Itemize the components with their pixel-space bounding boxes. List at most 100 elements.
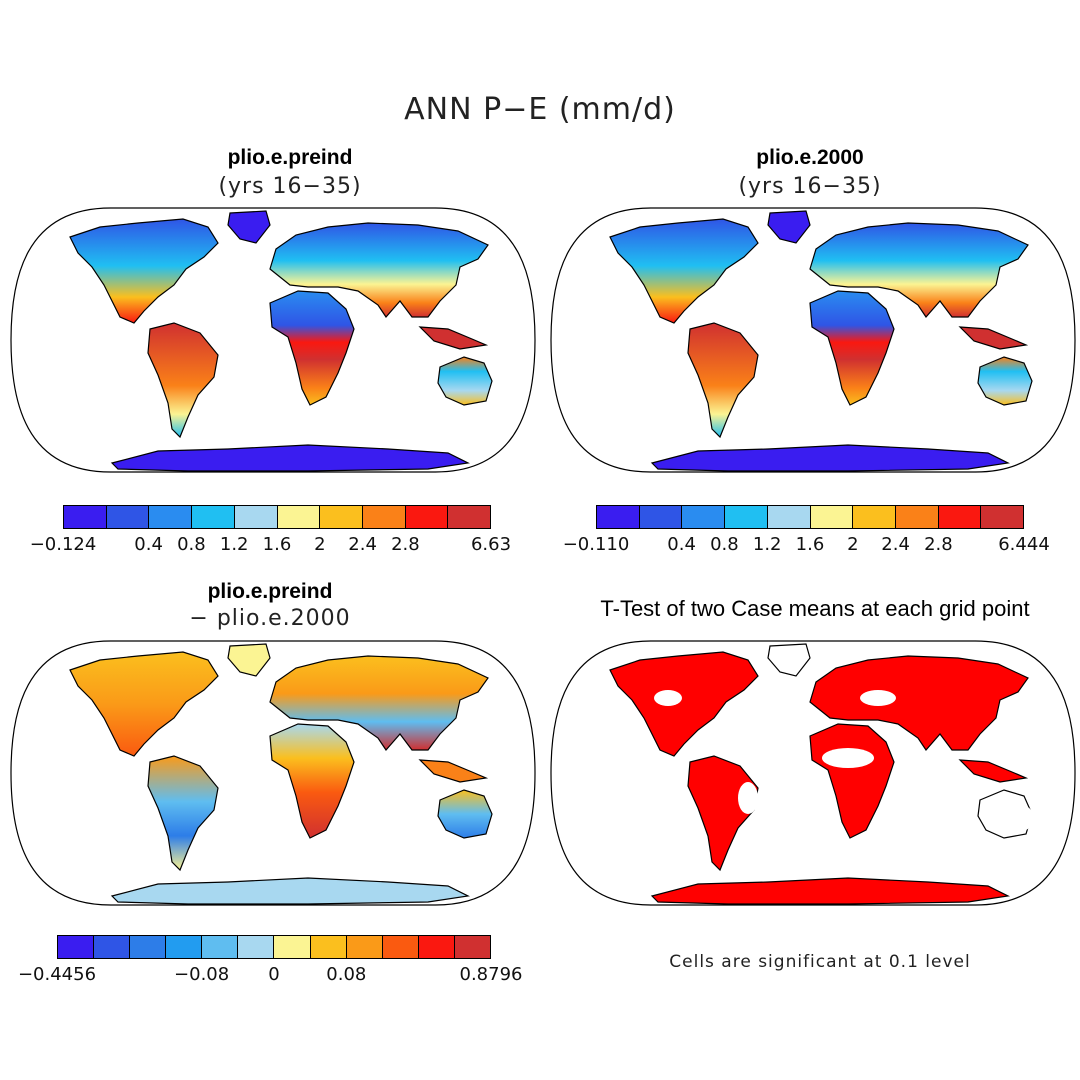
panel-subtitle-bottom-left: − plio.e.2000: [189, 606, 351, 631]
continent-indonesia: [958, 759, 1029, 783]
colorbar-tick-label: 0.8: [177, 534, 206, 555]
colorbar-swatch: [202, 936, 239, 958]
colorbar-tick-label: 0.4: [667, 534, 696, 555]
colorbar-swatch: [166, 936, 203, 958]
continent-greenland: [767, 210, 811, 244]
colorbar-tick-label: −0.124: [29, 534, 97, 555]
colorbar-swatch: [130, 936, 167, 958]
colorbar-swatch: [94, 936, 131, 958]
continent-africa: [809, 290, 895, 406]
colorbar-tick-label: −0.4456: [17, 964, 97, 985]
colorbar-tick-label: 0.08: [326, 964, 367, 985]
colorbar-swatch: [725, 506, 768, 528]
colorbar-ticks-bottom-left: −0.4456 −0.08 0 0.08 0.8796: [18, 964, 523, 988]
continent-samerica: [147, 755, 219, 872]
colorbar-swatch: [810, 506, 854, 528]
colorbar-tick-label: −0.110: [562, 534, 630, 555]
panel-title-top-right: plio.e.2000: [756, 146, 864, 169]
continent-indonesia: [418, 759, 489, 783]
colorbar-swatch: [981, 506, 1024, 528]
colorbar-tick-label: 0.8796: [459, 964, 523, 985]
non-significant-patch: [738, 782, 758, 814]
map-frame: [550, 640, 1076, 906]
colorbar-swatch: [895, 506, 939, 528]
continent-samerica: [687, 322, 759, 439]
colorbar-swatch: [192, 506, 235, 528]
colorbar-swatch: [362, 506, 406, 528]
colorbar-swatch: [938, 506, 982, 528]
non-significant-patch: [1002, 804, 1034, 832]
continent-greenland: [227, 210, 271, 244]
colorbar-tick-label: 2.8: [391, 534, 420, 555]
colorbar-swatch: [320, 506, 363, 528]
continent-namerica: [609, 651, 759, 757]
colorbar-top-left: [63, 505, 491, 529]
colorbar-swatch: [454, 936, 490, 958]
non-significant-patch: [822, 748, 874, 768]
colorbar-tick-label: 2: [314, 534, 326, 555]
colorbar-swatch: [405, 506, 449, 528]
non-significant-patch: [654, 690, 682, 706]
continent-antarctica: [110, 877, 470, 905]
colorbar-top-right: [596, 505, 1024, 529]
colorbar-tick-label: 1.2: [752, 534, 782, 555]
colorbar-tick-label: 2.4: [881, 534, 910, 555]
colorbar-tick-label: 0.8: [710, 534, 739, 555]
continent-eurasia: [809, 222, 1029, 318]
panel-subtitle-top-left: (yrs 16−35): [218, 174, 362, 199]
continent-eurasia: [809, 655, 1029, 751]
colorbar-swatch: [58, 936, 95, 958]
colorbar-swatch: [418, 936, 455, 958]
colorbar-swatch: [853, 506, 896, 528]
colorbar-tick-label: 6.444: [998, 534, 1050, 555]
panel-title-bottom-left: plio.e.preind: [207, 580, 333, 603]
continent-eurasia: [269, 222, 489, 318]
continent-namerica: [69, 218, 219, 324]
colorbar-swatch: [238, 936, 275, 958]
continent-greenland: [227, 643, 271, 677]
panel-title-bottom-right: T-Test of two Case means at each grid po…: [600, 596, 1030, 621]
continent-namerica: [69, 651, 219, 757]
non-significant-patch: [860, 690, 896, 706]
continent-namerica: [609, 218, 759, 324]
map-top-left: [10, 207, 536, 473]
significance-note: Cells are significant at 0.1 level: [669, 952, 971, 972]
colorbar-tick-label: −0.08: [174, 964, 230, 985]
figure-title: ANN P−E (mm/d): [404, 92, 676, 127]
map-frame: [10, 207, 536, 473]
colorbar-swatch: [277, 506, 321, 528]
colorbar-swatch: [310, 936, 347, 958]
colorbar-swatch: [234, 506, 278, 528]
colorbar-swatch: [382, 936, 419, 958]
colorbar-swatch: [106, 506, 150, 528]
colorbar-swatch: [597, 506, 640, 528]
map-bottom-left: [10, 640, 536, 906]
panel-subtitle-top-right: (yrs 16−35): [738, 174, 882, 199]
colorbar-ticks-top-right: −0.110 0.4 0.8 1.2 1.6 2 2.4 2.8 6.444: [563, 534, 1050, 558]
continent-australia: [437, 789, 493, 839]
continent-australia: [437, 356, 493, 406]
panel-title-top-left: plio.e.preind: [227, 146, 353, 169]
colorbar-swatch: [448, 506, 491, 528]
colorbar-swatch: [682, 506, 726, 528]
colorbar-swatch: [639, 506, 683, 528]
colorbar-tick-label: 0: [268, 964, 280, 985]
continent-africa: [809, 723, 895, 839]
colorbar-swatch: [274, 936, 311, 958]
map-top-right: [550, 207, 1076, 473]
colorbar-tick-label: 1.6: [262, 534, 292, 555]
colorbar-tick-label: 1.6: [795, 534, 825, 555]
colorbar-tick-label: 2: [847, 534, 859, 555]
colorbar-swatch: [767, 506, 811, 528]
map-frame: [10, 640, 536, 906]
continent-eurasia: [269, 655, 489, 751]
continent-samerica: [687, 755, 759, 872]
continent-africa: [269, 723, 355, 839]
colorbar-swatch: [64, 506, 107, 528]
continent-africa: [269, 290, 355, 406]
continent-antarctica: [650, 877, 1010, 905]
continent-greenland: [767, 643, 811, 677]
continent-samerica: [147, 322, 219, 439]
continent-antarctica: [110, 444, 470, 472]
colorbar-bottom-left: [57, 935, 491, 959]
